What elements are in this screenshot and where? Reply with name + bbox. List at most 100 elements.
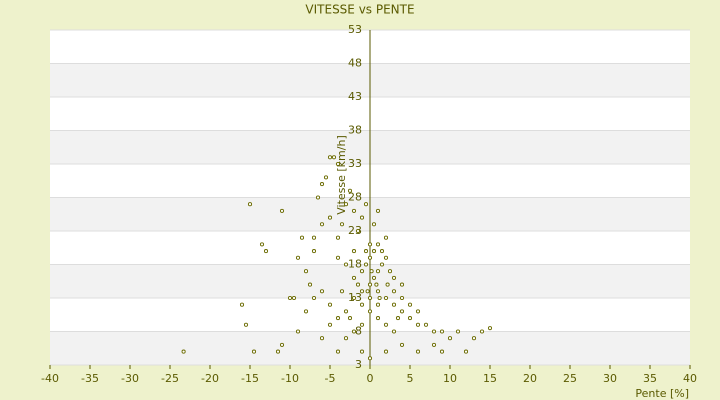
point bbox=[327, 322, 333, 327]
point bbox=[367, 295, 373, 301]
point bbox=[415, 349, 421, 354]
point bbox=[375, 242, 381, 247]
point bbox=[327, 302, 333, 307]
point bbox=[383, 322, 389, 327]
point bbox=[383, 235, 389, 240]
point bbox=[377, 295, 382, 301]
point bbox=[359, 302, 365, 307]
point bbox=[367, 356, 373, 361]
point bbox=[343, 202, 349, 207]
point bbox=[315, 195, 321, 200]
point bbox=[351, 329, 357, 334]
point bbox=[423, 322, 429, 327]
point bbox=[383, 255, 389, 260]
point bbox=[343, 309, 349, 314]
point bbox=[359, 349, 365, 354]
x-tick-label: 30 bbox=[603, 372, 617, 385]
chart-title: VITESSE vs PENTE bbox=[305, 3, 414, 17]
point bbox=[415, 322, 421, 327]
point bbox=[371, 249, 377, 254]
point bbox=[295, 329, 301, 334]
point bbox=[367, 309, 373, 314]
point bbox=[431, 342, 437, 347]
y-tick-label: 38 bbox=[348, 124, 362, 137]
x-tick-label: -25 bbox=[161, 372, 179, 385]
point bbox=[295, 255, 301, 260]
point bbox=[391, 275, 397, 280]
x-tick-label: 20 bbox=[523, 372, 537, 385]
point bbox=[359, 215, 365, 220]
point bbox=[311, 295, 317, 301]
point bbox=[363, 202, 369, 207]
point bbox=[391, 329, 397, 334]
point bbox=[335, 316, 341, 321]
x-tick-label: -30 bbox=[121, 372, 139, 385]
point bbox=[399, 342, 405, 347]
point bbox=[383, 349, 389, 354]
point bbox=[359, 269, 365, 274]
point bbox=[359, 322, 365, 327]
point bbox=[343, 336, 349, 341]
point bbox=[335, 255, 341, 260]
point bbox=[395, 316, 401, 321]
point bbox=[303, 269, 309, 274]
point bbox=[323, 175, 329, 180]
point bbox=[351, 249, 357, 254]
y-tick-label: 43 bbox=[348, 90, 362, 103]
x-tick-label: -15 bbox=[241, 372, 259, 385]
y-axis-title: Vitesse [km/h] bbox=[335, 135, 348, 215]
point bbox=[463, 349, 469, 354]
point bbox=[331, 155, 337, 160]
point bbox=[303, 309, 309, 314]
point bbox=[431, 329, 437, 334]
point bbox=[439, 349, 445, 354]
point bbox=[369, 269, 374, 274]
point bbox=[391, 302, 397, 307]
point bbox=[367, 255, 373, 260]
x-tick-label: 5 bbox=[407, 372, 414, 385]
x-tick-label: 40 bbox=[683, 372, 697, 385]
point bbox=[383, 295, 389, 301]
x-tick-label: 35 bbox=[643, 372, 657, 385]
x-tick-label: -5 bbox=[325, 372, 336, 385]
point bbox=[379, 262, 385, 267]
y-tick-label: 33 bbox=[348, 157, 362, 170]
point bbox=[455, 329, 461, 334]
point bbox=[363, 249, 369, 254]
point bbox=[327, 155, 333, 160]
point bbox=[355, 228, 361, 234]
point bbox=[439, 329, 445, 334]
y-tick-label: 18 bbox=[348, 258, 362, 271]
point bbox=[319, 222, 325, 227]
point bbox=[243, 322, 249, 327]
point bbox=[351, 275, 357, 280]
point bbox=[259, 242, 265, 247]
point bbox=[319, 336, 325, 341]
point bbox=[351, 295, 357, 301]
x-tick-label: 15 bbox=[483, 372, 497, 385]
y-tick-label: 53 bbox=[348, 23, 362, 36]
point bbox=[339, 222, 345, 227]
x-tick-label: -35 bbox=[81, 372, 99, 385]
point bbox=[279, 342, 285, 347]
point bbox=[311, 235, 317, 240]
x-tick-label: -20 bbox=[201, 372, 219, 385]
point bbox=[339, 289, 345, 294]
point bbox=[307, 282, 313, 287]
point bbox=[335, 349, 341, 354]
point bbox=[335, 161, 341, 167]
point bbox=[375, 289, 381, 294]
point bbox=[335, 235, 341, 240]
point bbox=[399, 282, 405, 287]
y-tick-label: 8 bbox=[355, 325, 362, 338]
point bbox=[391, 289, 397, 294]
point bbox=[327, 215, 333, 220]
x-axis-title: Pente [%] bbox=[635, 387, 689, 400]
point bbox=[375, 269, 381, 274]
point bbox=[275, 349, 281, 354]
point bbox=[407, 316, 413, 321]
x-tick-label: 0 bbox=[367, 372, 374, 385]
point bbox=[311, 249, 317, 254]
point bbox=[351, 208, 357, 213]
